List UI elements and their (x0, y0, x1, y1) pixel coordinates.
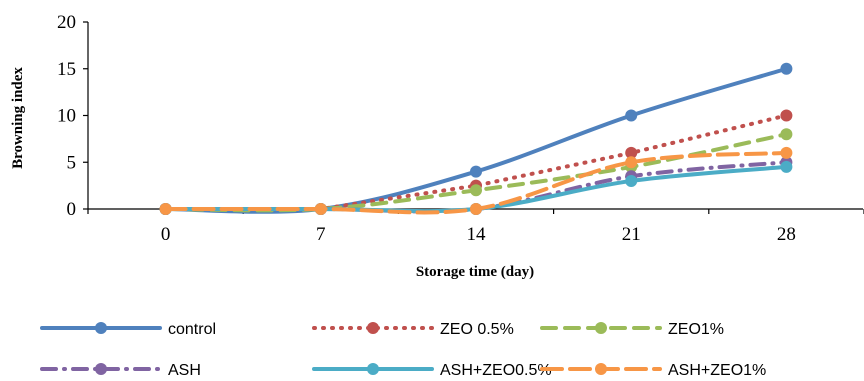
data-point (625, 109, 638, 122)
series-line (163, 113, 789, 211)
legend-swatch-marker (595, 322, 607, 334)
data-point (625, 174, 638, 187)
legend-item: control (40, 321, 216, 338)
legend-label: ASH+ZEO1% (668, 362, 766, 379)
x-tick-label: 21 (622, 224, 641, 245)
y-tick-label: 5 (67, 152, 77, 173)
legend-swatch-marker (367, 322, 379, 334)
data-point (470, 165, 482, 178)
data-point (314, 203, 327, 215)
x-tick-label: 28 (777, 224, 796, 245)
legend-item: ASH (40, 362, 201, 379)
data-point (780, 128, 793, 141)
data-point (780, 160, 793, 173)
legend-label: ASH (168, 362, 201, 379)
data-point (470, 184, 482, 197)
x-tick-label: 0 (161, 224, 171, 245)
legend-swatch-marker (95, 322, 107, 334)
data-point (470, 203, 482, 215)
y-ticks: 0 5 10 15 20 (57, 12, 88, 220)
y-tick-label: 15 (57, 59, 76, 80)
y-tick-label: 0 (67, 199, 77, 220)
data-point (159, 203, 172, 215)
x-axis-title: Storage time (day) (416, 264, 534, 280)
data-point (780, 62, 793, 75)
legend-item: ASH+ZEO0.5% (312, 362, 552, 379)
legend-label: ZEO 0.5% (440, 321, 514, 338)
x-tick-label: 7 (316, 224, 326, 245)
y-tick-label: 10 (57, 106, 76, 127)
legend-label: ZEO1% (668, 321, 724, 338)
data-point (625, 156, 638, 169)
series-1 (159, 109, 793, 215)
legend-item: ZEO1% (540, 321, 724, 338)
legend-swatch-marker (367, 363, 379, 375)
y-axis-title: Browning index (10, 67, 26, 169)
legend-label: control (168, 321, 216, 338)
legend-swatch-marker (95, 363, 107, 375)
legend-label: ASH+ZEO0.5% (440, 362, 552, 379)
x-ticks: 0 7 14 21 28 (87, 209, 864, 245)
series-layer (159, 62, 793, 215)
legend-item: ZEO 0.5% (312, 321, 514, 338)
legend-swatch-marker (595, 363, 607, 375)
x-tick-label: 14 (467, 224, 487, 245)
series-5 (159, 146, 793, 215)
data-point (625, 146, 638, 159)
legend: control ZEO 0.5% ZEO1% ASH ASH+ZEO0.5% ASH+ZE… (40, 321, 766, 379)
data-point (780, 109, 793, 122)
legend-item: ASH+ZEO1% (540, 362, 766, 379)
y-tick-label: 20 (57, 12, 76, 33)
data-point (780, 146, 793, 159)
